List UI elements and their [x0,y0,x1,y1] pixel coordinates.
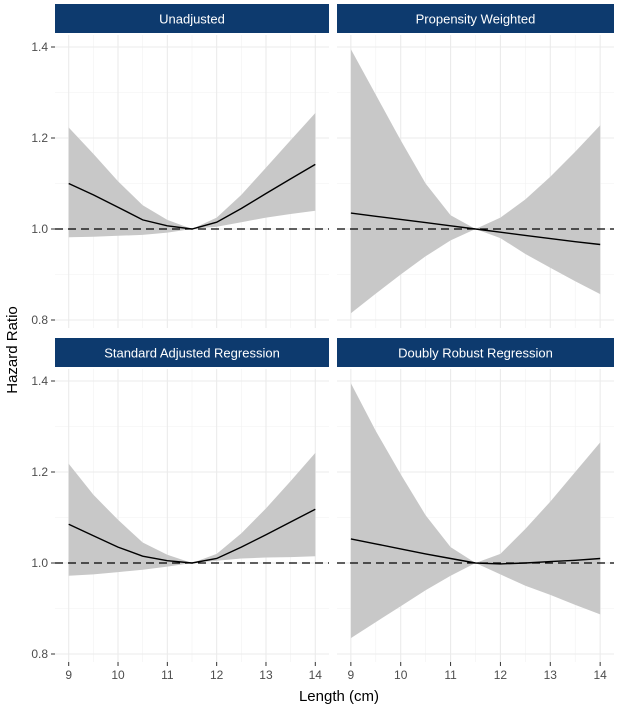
y-tick-label: 0.8 [31,647,48,661]
confidence-ribbon [350,49,601,314]
facet-strip [55,4,329,33]
y-tick-label: 1.0 [31,222,48,236]
estimate-line [350,212,601,246]
x-tick-label: 11 [161,668,174,682]
y-tick-label: 1.2 [31,465,48,479]
facet-strip-label: Propensity Weighted [416,12,536,27]
x-tick-label: 13 [544,668,558,682]
axes-layer: 0.8 1.0 1.2 1.4 0.8 1.0 1.2 1.4 9 10 11 12 13 14 9 10 11… [31,40,607,682]
facet-panel: Unadjusted [55,4,329,328]
y-tick-label: 1.0 [31,556,48,570]
x-axis-title: Length (cm) [299,688,379,705]
facet-strip [55,338,329,367]
facet-panel: Doubly Robust Regression [337,338,614,662]
x-tick-label: 14 [593,668,607,682]
facet-strip-label: Standard Adjusted Regression [104,346,280,361]
y-tick-label: 1.4 [31,40,48,54]
x-tick-label: 10 [394,668,408,682]
y-tick-label: 1.2 [31,131,48,145]
y-tick-label: 1.4 [31,374,48,388]
panels-layer: Unadjusted Propensity Weighted Standard Ad… [55,4,614,662]
x-tick-label: 9 [65,668,72,682]
facet-strip-label: Doubly Robust Regression [398,346,553,361]
x-tick-label: 14 [309,668,323,682]
y-tick-label: 0.8 [31,313,48,327]
facet-strip [337,338,614,367]
facet-strip [337,4,614,33]
facet-panel: Standard Adjusted Regression [55,338,329,662]
estimate-line [350,538,601,565]
facet-panel: Propensity Weighted [337,4,614,328]
confidence-ribbon [350,383,601,639]
x-tick-label: 11 [444,668,457,682]
x-tick-label: 13 [259,668,273,682]
x-tick-label: 10 [111,668,125,682]
x-tick-label: 12 [494,668,508,682]
x-tick-label: 9 [348,668,355,682]
confidence-ribbon [68,452,316,576]
y-axis-title: Hazard Ratio [4,306,21,394]
facet-strip-label: Unadjusted [159,12,225,27]
confidence-ribbon [68,113,316,238]
x-tick-label: 12 [210,668,224,682]
